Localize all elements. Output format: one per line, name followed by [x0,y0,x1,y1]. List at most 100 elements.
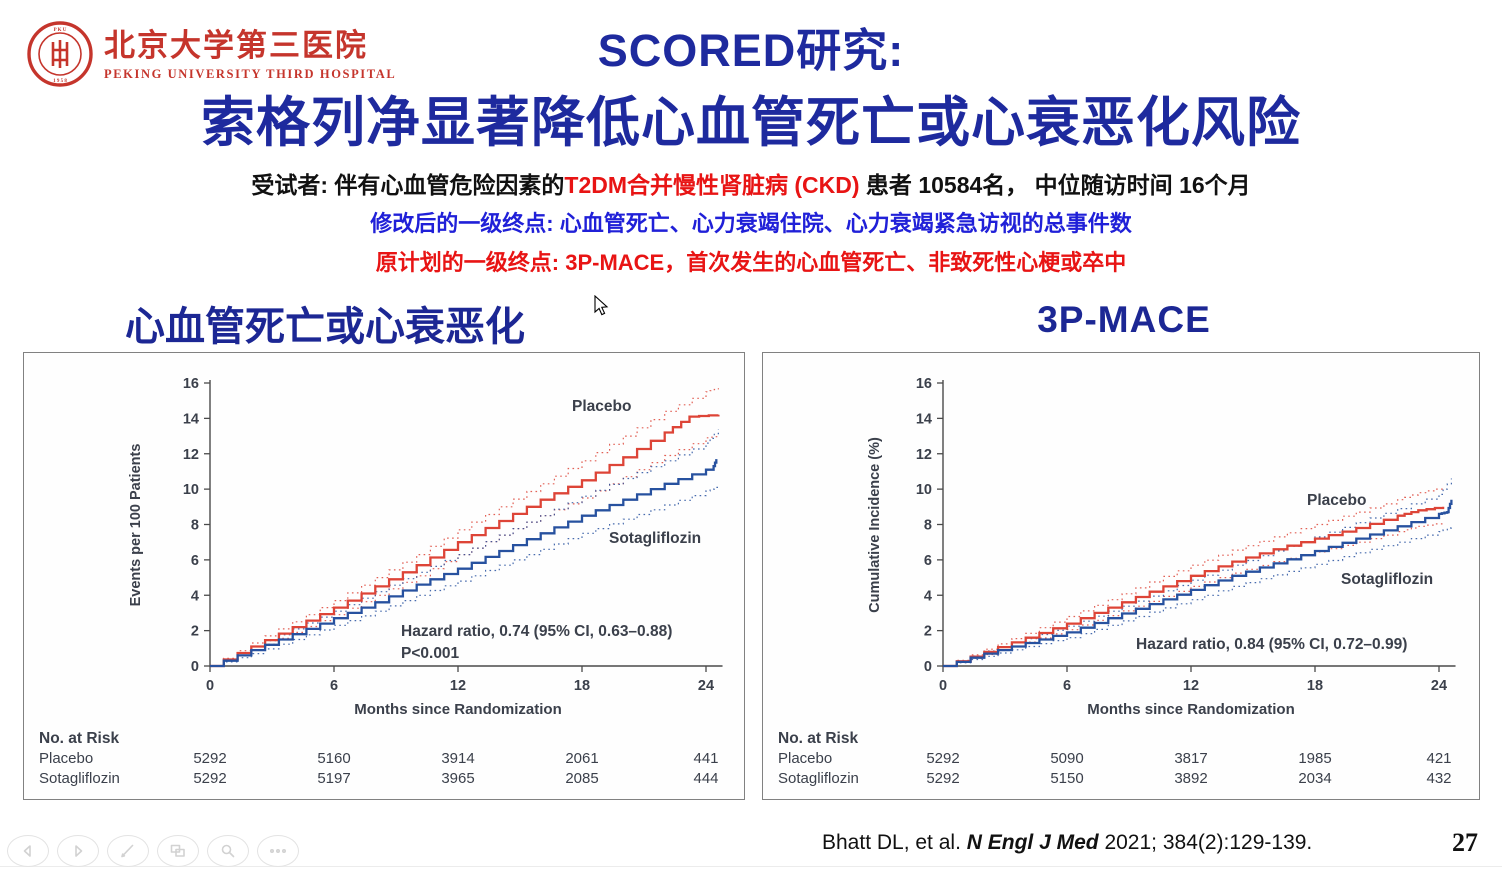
page-number: 27 [1452,828,1478,857]
x-axis-title: Months since Randomization [1087,701,1295,718]
x-tick-label: 6 [330,678,338,694]
x-tick-label: 12 [450,678,466,694]
y-tick-label: 4 [191,588,199,604]
series-sotagliflozin-95-ci-lower [210,485,719,667]
x-tick-label: 0 [206,678,214,694]
y-tick-label: 4 [924,588,932,604]
series-lines [943,478,1453,668]
y-tick-label: 6 [191,553,199,569]
series-placebo-95-ci-upper [943,487,1444,667]
series-placebo [943,506,1445,668]
presenter-toolbar [7,835,299,867]
y-tick-label: 2 [191,624,199,640]
at-risk-count: 3817 [1174,750,1207,767]
x-tick-label: 18 [574,678,590,694]
at-risk-count: 5292 [926,770,959,787]
hazard-ratio-annotation: P<0.001 [401,645,460,662]
subtitle-t2dm-ckd: T2DM合并慢性肾脏病 (CKD) [564,172,860,198]
slide-title-line2: 索格列净显著降低心血管死亡或心衰恶化风险 [201,93,1301,153]
magnifier-icon [221,844,235,858]
at-risk-count: 5090 [1050,750,1083,767]
x-tick-label: 0 [939,678,947,694]
y-tick-label: 14 [183,411,199,427]
at-risk-count: 5292 [193,750,226,767]
placebo-curve-label: Placebo [1307,492,1366,509]
series-sotagliflozin-95-ci-upper [943,478,1452,667]
svg-text:1 9 5 8: 1 9 5 8 [53,79,67,84]
at-risk-header: No. at Risk [39,730,119,747]
y-axis-title: Cumulative Incidence (%) [867,437,883,613]
x-tick-label: 6 [1063,678,1071,694]
at-risk-count: 5292 [926,750,959,767]
at-risk-count: 1985 [1298,750,1331,767]
at-risk-count: 5150 [1050,770,1083,787]
y-tick-label: 6 [924,553,932,569]
y-tick-label: 12 [916,447,932,463]
arrow-right-icon [75,845,83,857]
chart-panel-3p-mace: 0 2 4 6 8 10 12 14 16 0 6 12 18 24 Cumulative Incidenc… [762,352,1480,800]
subtitle-original-endpoint: 原计划的一级终点: 3P-MACE，首次发生的心血管死亡、非致死性心梗或卒中 [375,250,1127,275]
x-tick-label: 12 [1183,678,1199,694]
y-tick-label: 10 [183,482,199,498]
svg-text:P K U: P K U [54,28,67,33]
hospital-name-cn: 北京大学第三医院 [104,28,368,63]
more-options-button[interactable] [257,835,299,867]
y-tick-label: 16 [183,376,199,392]
at-risk-row-label: Placebo [778,750,832,767]
at-risk-count: 444 [693,770,718,787]
y-tick-label: 2 [924,624,932,640]
at-risk-count: 421 [1426,750,1451,767]
at-risk-count: 2034 [1298,770,1331,787]
hospital-seal-icon: P K U 1 9 5 8 [26,20,94,93]
x-tick-label: 24 [1431,678,1447,694]
left-chart-title: 心血管死亡或心衰恶化 [125,305,525,349]
chart-panel-cv-death-hf: 0 2 4 6 8 10 12 14 16 0 6 12 18 24 Events per 100 Pati… [23,352,745,800]
x-tick-label: 18 [1307,678,1323,694]
at-risk-count: 5197 [317,770,350,787]
bottom-divider [0,866,1502,867]
at-risk-count: 3892 [1174,770,1207,787]
slides-panel-button[interactable] [157,835,199,867]
at-risk-count: 2085 [565,770,598,787]
hazard-ratio-annotation: Hazard ratio, 0.74 (95% CI, 0.63–0.88) [401,623,672,640]
y-tick-label: 12 [183,447,199,463]
at-risk-count: 3965 [441,770,474,787]
hospital-name-en: PEKING UNIVERSITY THIRD HOSPITAL [104,67,397,81]
at-risk-count: 3914 [441,750,474,767]
at-risk-count: 5160 [317,750,350,767]
mouse-cursor-icon [594,294,609,322]
citation-journal: N Engl J Med [966,831,1099,854]
slides-icon [170,844,185,857]
series-sotagliflozin [943,499,1453,668]
y-tick-label: 16 [916,376,932,392]
placebo-curve-label: Placebo [572,398,631,415]
y-tick-label: 10 [916,482,932,498]
ellipsis-icon [269,849,287,854]
series-sotagliflozin [210,459,718,668]
at-risk-count: 432 [1426,770,1451,787]
citation: Bhatt DL, et al. N Engl J Med 2021; 384(… [822,831,1313,854]
series-placebo [210,414,720,668]
previous-slide-button[interactable] [7,835,49,867]
slide-title-line1: SCORED研究: [597,25,905,76]
pen-tool-button[interactable] [107,835,149,867]
at-risk-row-label: Placebo [39,750,93,767]
at-risk-table: No. at Risk Placebo 5292 5090 3817 1985 421 Sot… [778,730,1452,787]
next-slide-button[interactable] [57,835,99,867]
y-tick-label: 8 [191,518,199,534]
hazard-ratio-annotation: Hazard ratio, 0.84 (95% CI, 0.72–0.99) [1136,636,1407,653]
subtitle-subjects: 受试者: 伴有心血管危险因素的T2DM合并慢性肾脏病 (CKD) 患者 1058… [251,172,1251,198]
at-risk-row-label: Sotagliflozin [778,770,859,787]
subtitle-modified-endpoint: 修改后的一级终点: 心血管死亡、心力衰竭住院、心力衰竭紧急访视的总事件数 [370,211,1132,236]
at-risk-row-label: Sotagliflozin [39,770,120,787]
zoom-tool-button[interactable] [207,835,249,867]
at-risk-count: 5292 [193,770,226,787]
x-tick-label: 24 [698,678,714,694]
y-tick-label: 0 [191,659,199,675]
y-tick-label: 14 [916,411,932,427]
at-risk-count: 2061 [565,750,598,767]
at-risk-header: No. at Risk [778,730,858,747]
at-risk-table: No. at Risk Placebo 5292 5160 3914 2061 441 Sot… [39,730,719,787]
